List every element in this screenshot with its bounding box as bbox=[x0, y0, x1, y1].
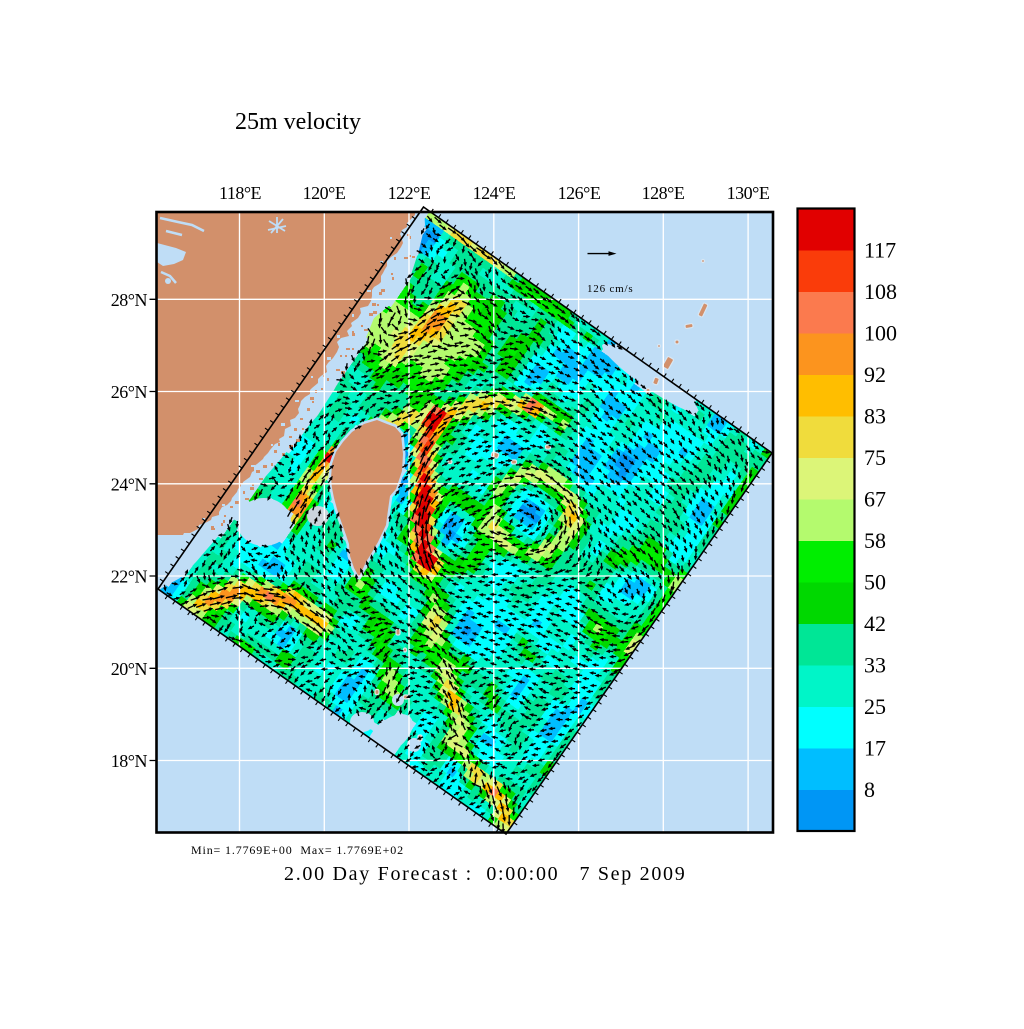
svg-text:25m velocity: 25m velocity bbox=[235, 109, 361, 135]
svg-text:8: 8 bbox=[864, 777, 875, 802]
svg-text:126°E: 126°E bbox=[558, 183, 601, 203]
svg-text:117: 117 bbox=[864, 238, 896, 263]
svg-text:92: 92 bbox=[864, 362, 886, 387]
svg-text:17: 17 bbox=[864, 736, 886, 761]
svg-text:108: 108 bbox=[864, 279, 897, 304]
svg-text:67: 67 bbox=[864, 487, 886, 512]
svg-text:75: 75 bbox=[864, 445, 886, 470]
svg-text:128°E: 128°E bbox=[642, 183, 685, 203]
svg-text:124°E: 124°E bbox=[473, 183, 516, 203]
svg-text:22°N: 22°N bbox=[111, 567, 148, 587]
svg-text:28°N: 28°N bbox=[111, 290, 148, 310]
svg-text:Min= 1.7769E+00 Max= 1.7769E+: Min= 1.7769E+00 Max= 1.7769E+02 bbox=[191, 843, 404, 857]
svg-text:20°N: 20°N bbox=[111, 659, 148, 679]
svg-text:24°N: 24°N bbox=[111, 474, 148, 494]
svg-text:118°E: 118°E bbox=[219, 183, 262, 203]
svg-text:120°E: 120°E bbox=[303, 183, 346, 203]
svg-text:42: 42 bbox=[864, 611, 886, 636]
svg-text:58: 58 bbox=[864, 528, 886, 553]
svg-text:83: 83 bbox=[864, 404, 886, 429]
svg-text:25: 25 bbox=[864, 694, 886, 719]
svg-text:33: 33 bbox=[864, 653, 886, 678]
svg-text:126 cm/s: 126 cm/s bbox=[587, 283, 633, 295]
svg-text:2.00 Day Forecast : 0:00:00: 2.00 Day Forecast : 0:00:00 7 Sep 2009 bbox=[284, 863, 686, 885]
svg-text:50: 50 bbox=[864, 570, 886, 595]
svg-text:122°E: 122°E bbox=[388, 183, 431, 203]
svg-text:18°N: 18°N bbox=[111, 751, 148, 771]
svg-text:26°N: 26°N bbox=[111, 382, 148, 402]
svg-text:100: 100 bbox=[864, 321, 897, 346]
svg-text:130°E: 130°E bbox=[727, 183, 770, 203]
